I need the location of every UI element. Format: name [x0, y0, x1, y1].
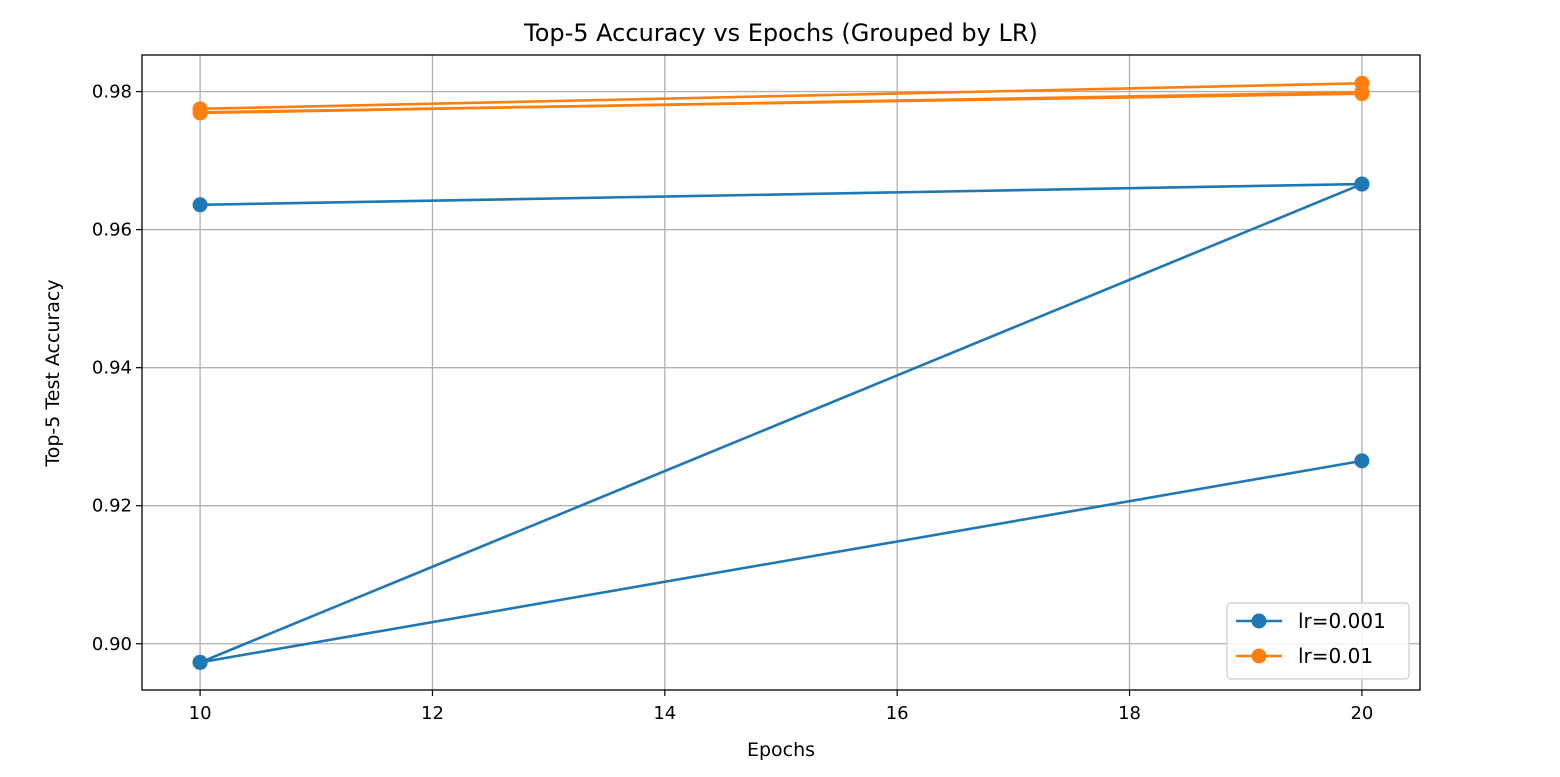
x-tick-label: 18: [1118, 703, 1141, 724]
series-lr-0-001-run-2: [192, 453, 1370, 670]
data-point: [192, 654, 208, 670]
series-line: [200, 182, 1362, 207]
x-tick-label: 10: [189, 703, 212, 724]
y-axis-label: Top-5 Test Accuracy: [42, 279, 64, 467]
series-line: [199, 459, 1363, 664]
series-layer: [192, 75, 1370, 670]
y-tick-label: 0.90: [92, 634, 132, 655]
data-point: [1354, 176, 1370, 192]
tick-layer: 10 12 14 16 18 20 0.90 0.92 0.94 0.96 0.98: [92, 82, 1373, 724]
y-tick-label: 0.96: [92, 220, 132, 241]
legend: lr=0.001 lr=0.01: [1226, 602, 1410, 680]
data-point: [1354, 453, 1370, 469]
x-tick-label: 12: [421, 703, 444, 724]
x-tick-label: 14: [653, 703, 676, 724]
series-lr-0-01-run-5: [192, 86, 1370, 120]
series-line: [200, 81, 1362, 111]
y-tick-label: 0.98: [92, 82, 132, 103]
x-axis-label: Epochs: [747, 739, 815, 761]
x-tick-label: 20: [1350, 703, 1373, 724]
legend-label: lr=0.01: [1298, 644, 1373, 668]
x-tick-label: 16: [886, 703, 909, 724]
data-point: [192, 104, 208, 120]
series-line: [199, 182, 1363, 664]
data-point: [192, 197, 208, 213]
legend-marker: [1251, 648, 1267, 664]
grid-layer: [142, 55, 1420, 690]
y-tick-label: 0.92: [92, 496, 132, 517]
data-point: [1354, 86, 1370, 102]
y-tick-label: 0.94: [92, 358, 132, 379]
chart-title: Top-5 Accuracy vs Epochs (Grouped by LR): [523, 19, 1038, 47]
legend-label: lr=0.001: [1298, 609, 1386, 633]
legend-items: lr=0.001 lr=0.01: [1236, 609, 1386, 668]
legend-marker: [1251, 613, 1267, 629]
plot-frame: [141, 54, 1421, 691]
series-line: [200, 92, 1362, 114]
